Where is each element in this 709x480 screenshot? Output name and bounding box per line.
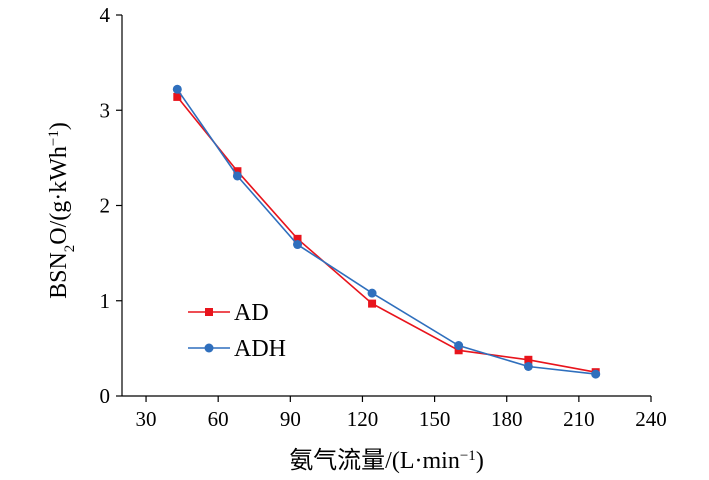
- data-point: [454, 346, 463, 355]
- data-point: [173, 92, 182, 101]
- series-line: [176, 88, 596, 375]
- x-axis-title: 氨气流量/(L·min−1): [289, 447, 484, 474]
- series-ad: [173, 92, 600, 377]
- x-tick-label: 60: [208, 407, 229, 431]
- x-tick-label: 150: [419, 407, 451, 431]
- y-tick-label: 0: [100, 384, 111, 408]
- data-point: [367, 288, 377, 298]
- legend: AD ADH: [188, 300, 286, 362]
- x-tick-label: 90: [280, 407, 301, 431]
- legend-label: AD: [234, 300, 269, 326]
- y-axis-title: BSN2O/(g·kWh−1): [46, 122, 78, 299]
- data-point: [172, 84, 182, 94]
- legend-marker: [205, 308, 213, 316]
- y-tick-label: 3: [100, 98, 111, 122]
- y-axis-title-sup: −1: [46, 130, 62, 146]
- data-point: [591, 369, 601, 379]
- data-point: [233, 167, 242, 176]
- ticks: 0 1 2 3 4 30 60 90 120 150 180 210 240: [100, 3, 667, 431]
- y-axis-title-sub: 2: [62, 245, 78, 253]
- series-line: [176, 96, 596, 373]
- data-point: [368, 299, 377, 308]
- legend-item-adh: ADH: [188, 336, 286, 362]
- x-tick-label: 180: [491, 407, 523, 431]
- data-point: [523, 361, 533, 371]
- y-tick-label: 1: [100, 289, 111, 313]
- x-axis-title-end: ): [476, 448, 484, 474]
- series-adh: [172, 84, 601, 379]
- legend-item-ad: AD: [188, 300, 269, 326]
- data-point: [232, 171, 242, 181]
- x-tick-label: 120: [347, 407, 379, 431]
- x-tick-label: 240: [635, 407, 667, 431]
- x-tick-label: 30: [136, 407, 157, 431]
- legend-label: ADH: [234, 336, 286, 362]
- y-tick-label: 2: [100, 194, 111, 218]
- data-point: [293, 234, 302, 243]
- y-axis-title-a: BSN: [46, 252, 72, 299]
- legend-marker: [204, 343, 214, 353]
- y-tick-label: 4: [100, 3, 111, 27]
- x-tick-label: 210: [563, 407, 595, 431]
- y-axis-title-b: O/(g·kWh: [46, 146, 72, 245]
- x-axis-title-main: 氨气流量/(L·min: [289, 447, 460, 474]
- data-point: [293, 240, 303, 250]
- x-axis-title-sup: −1: [460, 448, 476, 464]
- series-layer: [172, 84, 601, 379]
- axes: [121, 15, 651, 397]
- data-point: [454, 341, 464, 351]
- y-axis-title-c: ): [46, 122, 72, 130]
- data-point: [524, 355, 533, 364]
